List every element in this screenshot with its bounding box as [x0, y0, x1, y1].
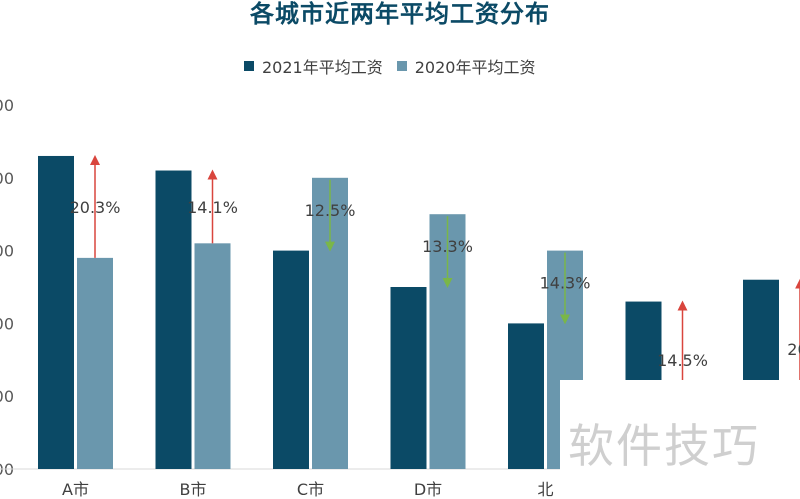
- watermark-text: 软件技巧: [568, 419, 760, 473]
- legend-label-2020: 2020年平均工资: [414, 58, 536, 77]
- change-label: 20.3%: [70, 198, 121, 217]
- x-tick-label: A市: [62, 480, 89, 499]
- bar-2020: [77, 257, 113, 469]
- x-tick-label: 北: [537, 480, 553, 499]
- bar-2021: [273, 250, 309, 469]
- change-label: 14.3%: [540, 274, 591, 293]
- x-tick-label: D市: [414, 480, 442, 499]
- change-label: 14.1%: [187, 198, 238, 217]
- bar-2021: [155, 170, 192, 469]
- change-label: 13.3%: [422, 237, 473, 256]
- legend-swatch-2021: [244, 61, 254, 71]
- chart-title: 各城市近两年平均工资分布: [250, 0, 550, 28]
- y-tick-label: 00: [0, 169, 14, 188]
- bar-2020: [194, 243, 231, 469]
- bar-2021: [390, 287, 427, 469]
- legend-item-2021: 2021年平均工资: [244, 54, 383, 78]
- watermark-overlay: 软件技巧: [560, 380, 800, 499]
- chart-legend: 2021年平均工资 2020年平均工资: [244, 55, 535, 77]
- change-label: 12.5%: [305, 201, 356, 220]
- change-label: 20.: [787, 340, 800, 359]
- change-label: 14.5%: [657, 351, 708, 370]
- legend-label-2021: 2021年平均工资: [262, 58, 383, 77]
- x-tick-label: B市: [180, 480, 207, 499]
- x-tick-label: C市: [297, 480, 324, 499]
- y-tick-label: 00: [0, 242, 14, 261]
- legend-swatch-2020: [396, 61, 407, 71]
- y-tick-label: 00: [0, 314, 14, 333]
- legend-item-2020: 2020年平均工资: [396, 54, 536, 78]
- bar-2021: [508, 323, 544, 469]
- y-tick-label: 00: [0, 387, 14, 406]
- bar-2021: [38, 155, 74, 469]
- y-tick-label: 00: [0, 96, 14, 115]
